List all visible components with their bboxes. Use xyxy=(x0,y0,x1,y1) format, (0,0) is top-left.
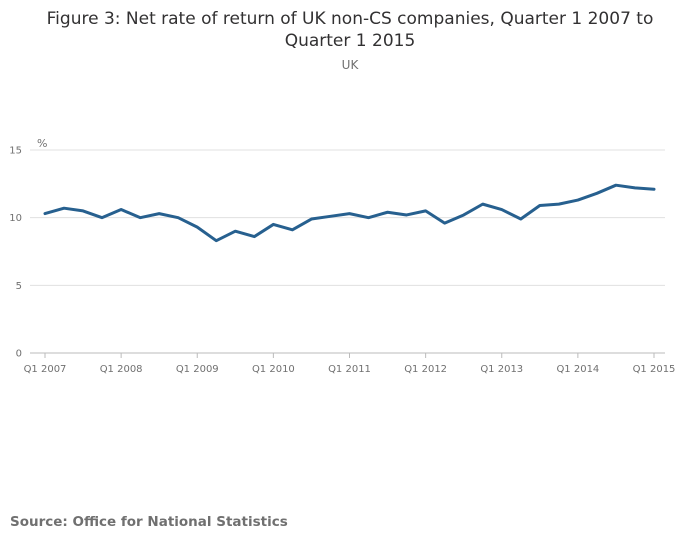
data-point xyxy=(252,235,256,239)
data-point xyxy=(462,213,466,217)
x-tick-label: Q1 2014 xyxy=(556,364,599,375)
data-point xyxy=(367,216,371,220)
data-point xyxy=(62,206,66,210)
x-tick-label: Q1 2008 xyxy=(100,364,143,375)
data-point xyxy=(119,208,123,212)
x-tick-label: Q1 2012 xyxy=(404,364,447,375)
data-point xyxy=(195,225,199,229)
y-axis-tick-labels: 0 5 10 15 xyxy=(9,146,22,360)
data-point xyxy=(309,217,313,221)
data-point xyxy=(328,214,332,218)
series-line xyxy=(43,183,656,243)
data-point xyxy=(595,191,599,195)
chart-title-line-2: Quarter 1 2015 xyxy=(285,31,416,51)
data-point xyxy=(443,221,447,225)
data-point xyxy=(519,217,523,221)
gridlines xyxy=(30,149,665,286)
data-point xyxy=(233,229,237,233)
y-axis-unit-label: % xyxy=(37,137,47,150)
y-tick-label: 0 xyxy=(16,349,22,360)
data-point xyxy=(652,187,656,191)
x-tick-label: Q1 2015 xyxy=(633,364,676,375)
data-point xyxy=(576,198,580,202)
data-point xyxy=(405,213,409,217)
data-point xyxy=(424,209,428,213)
data-point xyxy=(633,186,637,190)
data-point xyxy=(157,212,161,216)
y-tick-label: 5 xyxy=(16,281,22,292)
data-point xyxy=(176,216,180,220)
chart-subtitle: UK xyxy=(342,58,360,72)
x-tick-label: Q1 2009 xyxy=(176,364,219,375)
data-point xyxy=(500,208,504,212)
x-tick-label: Q1 2011 xyxy=(328,364,371,375)
data-point xyxy=(614,183,618,187)
data-point xyxy=(290,228,294,232)
y-tick-label: 10 xyxy=(9,213,22,224)
series-net-rate-of-return xyxy=(43,183,656,243)
y-tick-label: 15 xyxy=(9,146,22,157)
data-point xyxy=(538,203,542,207)
data-point xyxy=(81,209,85,213)
x-tick-label: Q1 2010 xyxy=(252,364,295,375)
x-tick-label: Q1 2007 xyxy=(24,364,67,375)
chart-title-line-1: Figure 3: Net rate of return of UK non-C… xyxy=(47,9,654,29)
data-point xyxy=(43,212,47,216)
data-point xyxy=(348,212,352,216)
data-point xyxy=(271,222,275,226)
data-point xyxy=(138,216,142,220)
data-point xyxy=(557,202,561,206)
data-point xyxy=(386,210,390,214)
x-axis-tick-labels: Q1 2007 Q1 2008 Q1 2009 Q1 2010 Q1 2011 Q1 20… xyxy=(24,364,676,375)
source-note: Source: Office for National Statistics xyxy=(10,514,288,530)
data-point xyxy=(481,202,485,206)
data-point xyxy=(214,239,218,243)
x-tick-label: Q1 2013 xyxy=(480,364,523,375)
x-axis xyxy=(30,352,665,358)
data-point xyxy=(100,216,104,220)
